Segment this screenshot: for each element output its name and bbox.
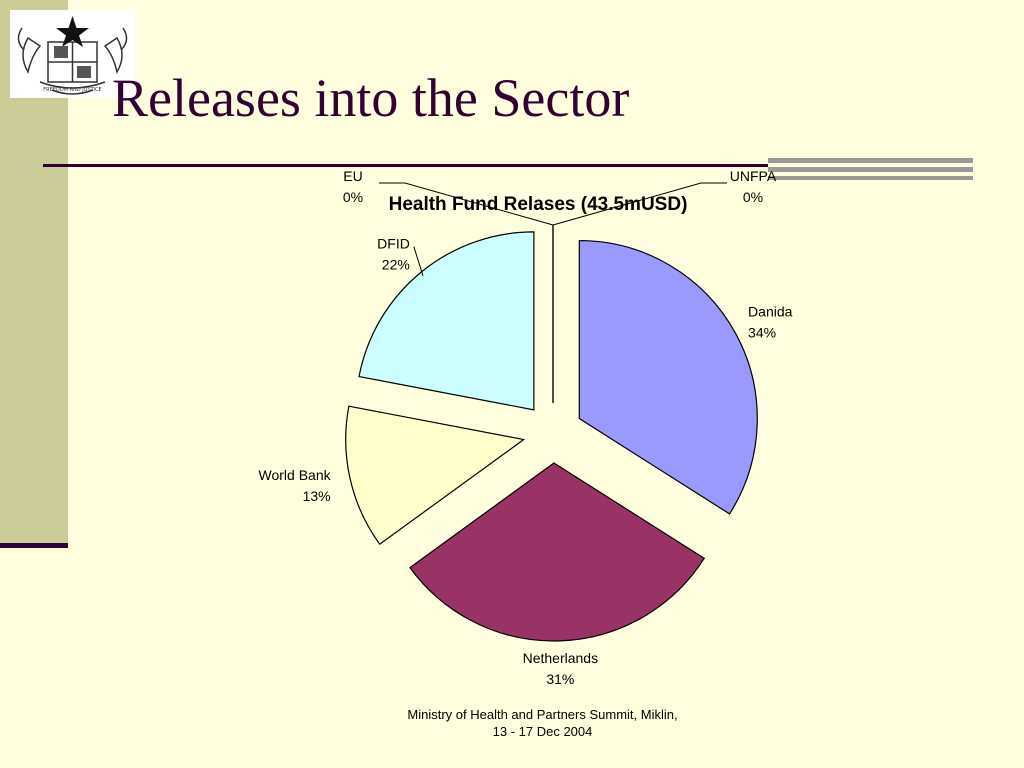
slice-percent-dfid: 22% xyxy=(382,257,410,273)
leader-line-unfpa xyxy=(552,182,727,226)
slice-name-danida: Danida xyxy=(748,303,793,319)
slice-label-unfpa: UNFPA 0% xyxy=(730,168,777,205)
slice-percent-unfpa: 0% xyxy=(743,189,763,205)
slice-name-unfpa: UNFPA xyxy=(730,168,777,184)
coat-of-arms-logo: FREEDOM AND JUSTICE xyxy=(10,10,135,98)
pie-slice-danida xyxy=(578,239,758,515)
title-divider xyxy=(43,164,973,167)
coat-of-arms-icon: FREEDOM AND JUSTICE xyxy=(17,16,128,95)
chart-title: Health Fund Relases (43.5mUSD) xyxy=(389,194,688,215)
slice-percent-eu: 0% xyxy=(343,189,363,205)
slice-name-world-bank: World Bank xyxy=(259,467,332,483)
slice-label-world-bank: World Bank 13% xyxy=(259,467,332,504)
slide-footer: Ministry of Health and Partners Summit, … xyxy=(370,706,715,740)
footer-line-2: 13 - 17 Dec 2004 xyxy=(492,724,593,739)
leader-line-dfid xyxy=(413,246,424,276)
slice-percent-danida: 34% xyxy=(748,324,776,340)
pie-slice-netherlands xyxy=(409,462,706,642)
title-divider-accent xyxy=(768,158,973,180)
slice-percent-world-bank: 13% xyxy=(303,488,331,504)
slice-percent-netherlands: 31% xyxy=(546,671,574,687)
slice-name-dfid: DFID xyxy=(377,236,410,252)
slice-name-eu: EU xyxy=(343,168,362,184)
slice-label-eu: EU 0% xyxy=(343,168,363,205)
leader-line-eu xyxy=(379,182,554,226)
pie-slice-dfid xyxy=(358,231,535,411)
slice-label-dfid: DFID 22% xyxy=(377,236,410,273)
slice-name-netherlands: Netherlands xyxy=(523,650,599,666)
logo-motto: FREEDOM AND JUSTICE xyxy=(43,87,101,93)
pie-slice-world-bank xyxy=(345,405,526,546)
footer-line-1: Ministry of Health and Partners Summit, … xyxy=(407,707,678,722)
slice-label-danida: Danida 34% xyxy=(748,303,793,340)
slide-title: Releases into the Sector xyxy=(112,68,630,128)
slice-label-netherlands: Netherlands 31% xyxy=(523,650,599,687)
side-band-divider xyxy=(0,543,68,548)
